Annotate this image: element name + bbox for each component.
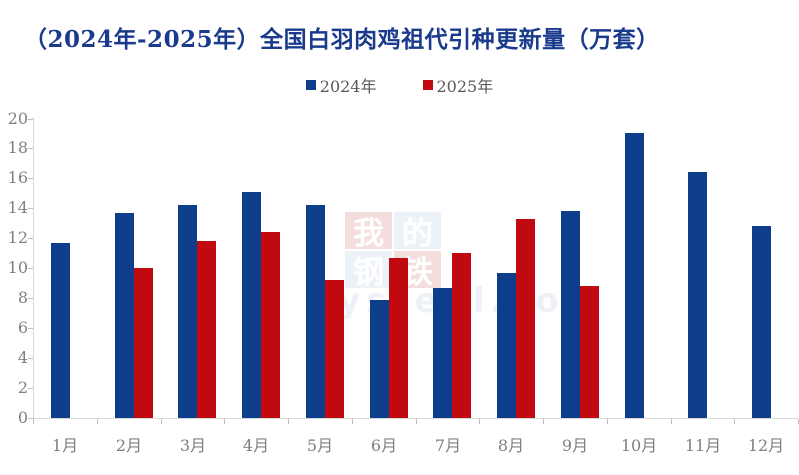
bar-2025-8月 [516, 219, 535, 418]
y-axis-tick-label: 8 [17, 288, 28, 307]
watermark-block: 的 [394, 212, 441, 249]
bar-2024-10月 [625, 133, 644, 418]
x-axis-month-label: 3月 [179, 436, 207, 455]
x-axis-tick [352, 419, 353, 424]
x-axis-month-label: 6月 [370, 436, 398, 455]
y-axis-tick [28, 119, 33, 120]
bar-2025-7月 [452, 253, 471, 418]
legend-label-2024: 2024年 [319, 77, 377, 96]
bar-2025-4月 [261, 232, 280, 418]
bar-2024-2月 [115, 213, 134, 418]
y-axis-tick-label: 12 [7, 228, 28, 247]
x-axis-tick [224, 419, 225, 424]
x-axis-tick [288, 419, 289, 424]
y-axis-tick [28, 388, 33, 389]
legend-item-2025: 2025年 [422, 73, 494, 97]
y-axis-tick [28, 208, 33, 209]
y-axis-tick [28, 298, 33, 299]
bar-2024-6月 [370, 300, 389, 418]
y-axis-line [33, 117, 34, 419]
x-axis-month-label: 9月 [561, 436, 589, 455]
x-axis-tick [671, 419, 672, 424]
bar-2024-8月 [497, 273, 516, 418]
y-axis-tick [28, 358, 33, 359]
y-axis-tick-label: 10 [7, 258, 28, 277]
y-axis-tick-label: 14 [7, 198, 28, 217]
x-axis-month-label: 10月 [620, 436, 658, 455]
x-axis-tick [416, 419, 417, 424]
y-axis-tick-label: 4 [17, 348, 28, 367]
y-axis-tick [28, 328, 33, 329]
x-axis-tick [97, 419, 98, 424]
x-axis-tick [479, 419, 480, 424]
x-axis-tick [33, 419, 34, 424]
legend: 2024年 2025年 [0, 73, 799, 97]
x-axis-tick [734, 419, 735, 424]
x-axis-month-label: 4月 [242, 436, 270, 455]
y-axis-tick [28, 268, 33, 269]
bar-2024-4月 [242, 192, 261, 418]
y-axis-tick [28, 238, 33, 239]
bar-2025-5月 [325, 280, 344, 418]
y-axis-tick [28, 148, 33, 149]
bar-2024-7月 [433, 288, 452, 418]
watermark-block: 钢 [345, 251, 392, 288]
y-axis-tick-label: 0 [17, 408, 28, 427]
y-axis-tick-label: 20 [7, 109, 28, 128]
bar-2025-9月 [580, 286, 599, 418]
bar-2024-11月 [688, 172, 707, 418]
y-axis-tick-label: 16 [7, 168, 28, 187]
bar-2025-3月 [197, 241, 216, 418]
bar-2025-6月 [389, 258, 408, 418]
y-axis-tick-label: 6 [17, 318, 28, 337]
y-axis-tick-label: 2 [17, 378, 28, 397]
x-axis-month-label: 11月 [684, 436, 722, 455]
bar-2024-3月 [178, 205, 197, 418]
x-axis-tick [607, 419, 608, 424]
bar-2025-2月 [134, 268, 153, 418]
x-axis-month-label: 12月 [747, 436, 785, 455]
legend-swatch-2025-icon [422, 80, 433, 90]
bar-2024-12月 [752, 226, 771, 418]
watermark-block: 我 [345, 212, 392, 249]
y-axis-tick [28, 178, 33, 179]
legend-label-2025: 2025年 [436, 77, 494, 96]
x-axis-line [33, 418, 798, 419]
x-axis-month-label: 7月 [434, 436, 462, 455]
y-axis-tick [28, 418, 33, 419]
bar-2024-1月 [51, 243, 70, 418]
legend-swatch-2024-icon [305, 80, 316, 90]
x-axis-month-label: 1月 [51, 436, 79, 455]
x-axis-month-label: 5月 [306, 436, 334, 455]
x-axis-month-label: 2月 [115, 436, 143, 455]
y-axis-tick-label: 18 [7, 138, 28, 157]
bar-2024-5月 [306, 205, 325, 418]
bar-2024-9月 [561, 211, 580, 418]
chart-title: （2024年-2025年）全国白羽肉鸡祖代引种更新量（万套） [24, 26, 660, 53]
legend-item-2024: 2024年 [305, 73, 377, 97]
x-axis-month-label: 8月 [497, 436, 525, 455]
x-axis-tick [543, 419, 544, 424]
x-axis-tick [161, 419, 162, 424]
